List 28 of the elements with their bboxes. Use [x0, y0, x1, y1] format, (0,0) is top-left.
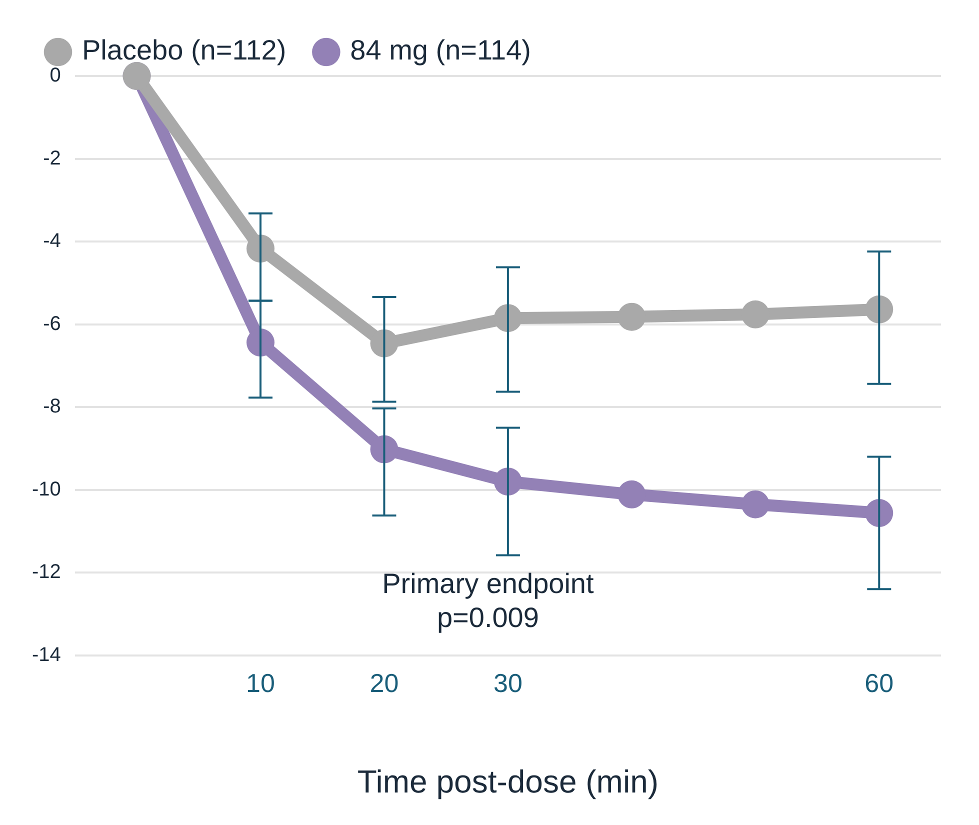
- x-tick-label: 20: [370, 668, 399, 698]
- annotation: Primary endpoint p=0.009: [382, 568, 594, 634]
- point: [741, 490, 770, 518]
- point: [741, 300, 770, 328]
- point: [618, 480, 646, 508]
- y-tick-label: -14: [32, 644, 61, 666]
- x-tick-label: 60: [864, 668, 894, 698]
- point: [246, 234, 274, 263]
- y-tick-label: -8: [43, 396, 61, 418]
- legend-label: Placebo (n=112): [82, 34, 286, 66]
- y-tick-label: -4: [43, 230, 61, 252]
- point: [246, 328, 274, 357]
- point: [494, 468, 522, 496]
- y-tick-label: -2: [43, 147, 61, 170]
- x-tick-label: 10: [246, 668, 275, 698]
- y-tick-label: 0: [50, 64, 61, 87]
- point: [494, 304, 522, 332]
- y-tick-label: -12: [32, 561, 61, 584]
- point: [865, 499, 894, 528]
- x-tick-label: 30: [493, 668, 522, 698]
- point: [370, 329, 398, 358]
- point: [370, 435, 398, 464]
- point: [618, 302, 646, 331]
- y-tick-label: -10: [32, 478, 61, 500]
- legend-label: 84 mg (n=114): [350, 34, 531, 66]
- x-axis-title: Time post-dose (min): [357, 764, 659, 800]
- y-tick-label: -6: [43, 312, 61, 335]
- point: [865, 295, 894, 324]
